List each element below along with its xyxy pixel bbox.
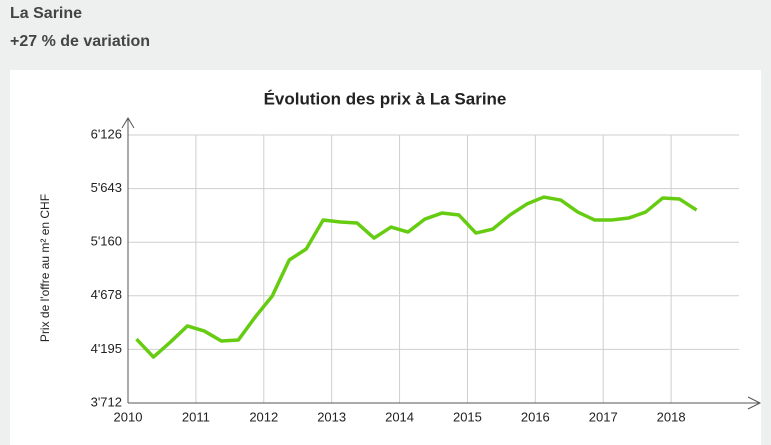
x-tick-label: 2018 <box>657 409 686 424</box>
chart-panel <box>10 70 761 445</box>
region-title: La Sarine <box>10 5 83 22</box>
y-tick-label: 4'678 <box>91 287 122 302</box>
x-tick-label: 2013 <box>317 409 346 424</box>
price-line <box>135 195 698 359</box>
y-axis-label: Prix de l'offre au m² en CHF <box>38 194 52 342</box>
x-tick-label: 2016 <box>521 409 550 424</box>
x-tick-label: 2012 <box>249 409 278 424</box>
variation: +27 % de variation <box>10 33 151 50</box>
x-tick-label: 2011 <box>182 409 210 424</box>
y-tick-label: 4'195 <box>91 341 122 356</box>
x-axis-arrow <box>747 396 762 410</box>
y-tick-label: 5'160 <box>91 234 122 249</box>
chart-title: Évolution des prix à La Sarine <box>264 89 507 108</box>
x-tick-label: 2017 <box>589 409 618 424</box>
y-axis-arrow <box>121 117 135 129</box>
y-tick-label: 6'126 <box>91 126 122 141</box>
y-tick-label: 5'643 <box>91 180 122 195</box>
y-tick-label: 3'712 <box>91 394 122 409</box>
x-tick-label: 2014 <box>385 409 414 424</box>
x-tick-label: 2015 <box>453 409 482 424</box>
x-tick-label: 2010 <box>114 409 143 424</box>
